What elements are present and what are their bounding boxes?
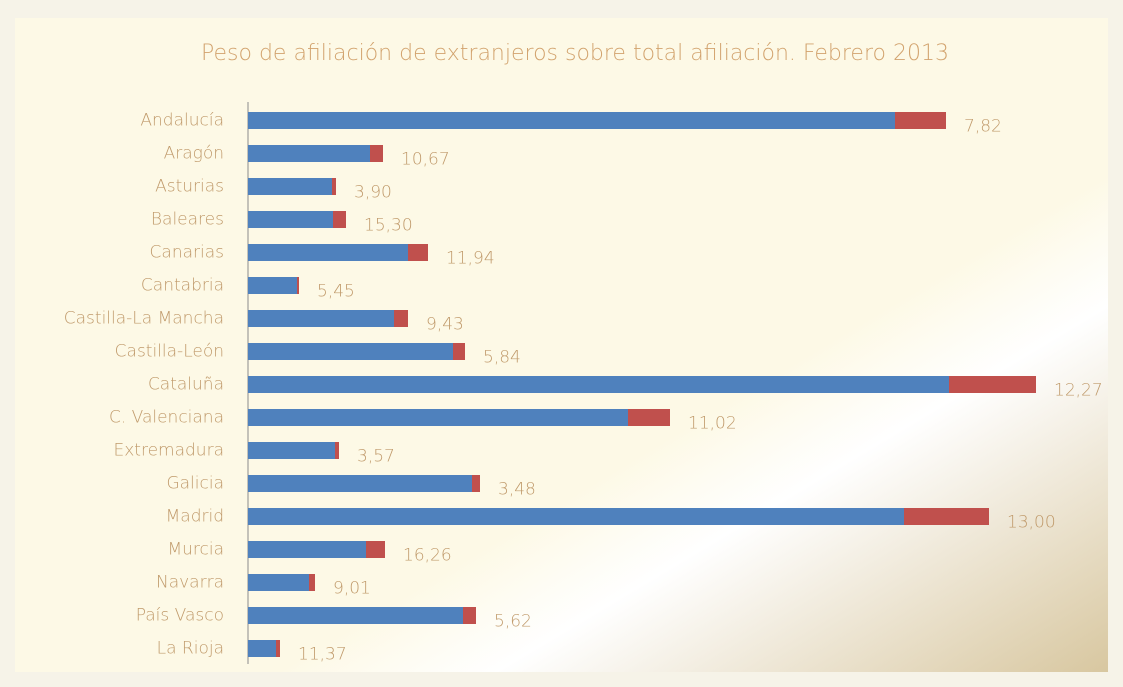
y-tick-label: Castilla-La Mancha [64, 309, 224, 329]
bar-segment [248, 574, 309, 591]
bar-segment [248, 640, 276, 657]
bar-segment [248, 178, 332, 195]
y-tick-label: Baleares [151, 210, 224, 230]
data-label: 12,27 [1054, 381, 1103, 401]
bar-segment [248, 211, 333, 228]
data-label: 16,26 [403, 546, 452, 566]
y-tick-label: Galicia [166, 474, 224, 494]
bar-segment [472, 475, 480, 492]
y-tick-label: Cantabria [141, 276, 224, 296]
data-label: 11,02 [688, 414, 737, 434]
data-label: 10,67 [401, 150, 450, 170]
bar-segment [248, 442, 335, 459]
y-tick-label: Murcia [167, 540, 224, 560]
data-label: 15,30 [364, 216, 413, 236]
y-tick-label: Madrid [166, 507, 224, 527]
bar-segment [628, 409, 670, 426]
bar-segment [248, 112, 895, 129]
data-label: 13,00 [1007, 513, 1056, 533]
data-label: 3,48 [498, 480, 536, 500]
y-tick-label: Castilla-León [115, 342, 224, 362]
bar-segment [248, 508, 904, 525]
bar-segment [248, 475, 472, 492]
data-label: 3,90 [354, 183, 392, 203]
y-tick-label: Navarra [156, 573, 224, 593]
y-tick-label: Extremadura [114, 441, 225, 461]
bar-segment [309, 574, 315, 591]
y-tick-label: País Vasco [136, 606, 224, 626]
bar-segment [248, 343, 453, 360]
bar-segment [333, 211, 346, 228]
bar-segment [335, 442, 339, 459]
bar-segment [453, 343, 465, 360]
data-label: 9,01 [333, 579, 371, 599]
data-label: 11,37 [298, 645, 347, 665]
bar-segment [248, 541, 366, 558]
data-label: 9,43 [426, 315, 464, 335]
bar-segment [248, 607, 463, 624]
data-label: 5,45 [317, 282, 355, 302]
bar-segment [895, 112, 946, 129]
y-tick-label: Asturias [155, 177, 224, 197]
y-tick-label: Aragón [164, 144, 224, 164]
y-tick-label: C. Valenciana [109, 408, 224, 428]
data-label: 7,82 [964, 117, 1002, 137]
bar-segment [248, 244, 408, 261]
data-label: 3,57 [357, 447, 395, 467]
bar-segment [248, 277, 297, 294]
bar-segment [394, 310, 408, 327]
chart-title: Peso de afiliación de extranjeros sobre … [201, 41, 949, 66]
bar-segment [370, 145, 383, 162]
bar-segment [248, 145, 370, 162]
data-label: 11,94 [446, 249, 495, 269]
bar-segment [949, 376, 1036, 393]
bar-segment [248, 310, 394, 327]
bar-segment [297, 277, 299, 294]
y-tick-label: Andalucía [140, 111, 224, 131]
bar-segment [904, 508, 989, 525]
data-label: 5,84 [483, 348, 521, 368]
y-tick-label: La Rioja [157, 639, 224, 659]
bar-segment [248, 376, 949, 393]
bar-segment [276, 640, 280, 657]
y-tick-label: Cataluña [148, 375, 224, 395]
bar-segment [408, 244, 428, 261]
bar-segment [332, 178, 336, 195]
y-tick-label: Canarias [150, 243, 224, 263]
bar-segment [463, 607, 476, 624]
bar-segment [248, 409, 628, 426]
data-label: 5,62 [494, 612, 532, 632]
bar-segment [366, 541, 385, 558]
